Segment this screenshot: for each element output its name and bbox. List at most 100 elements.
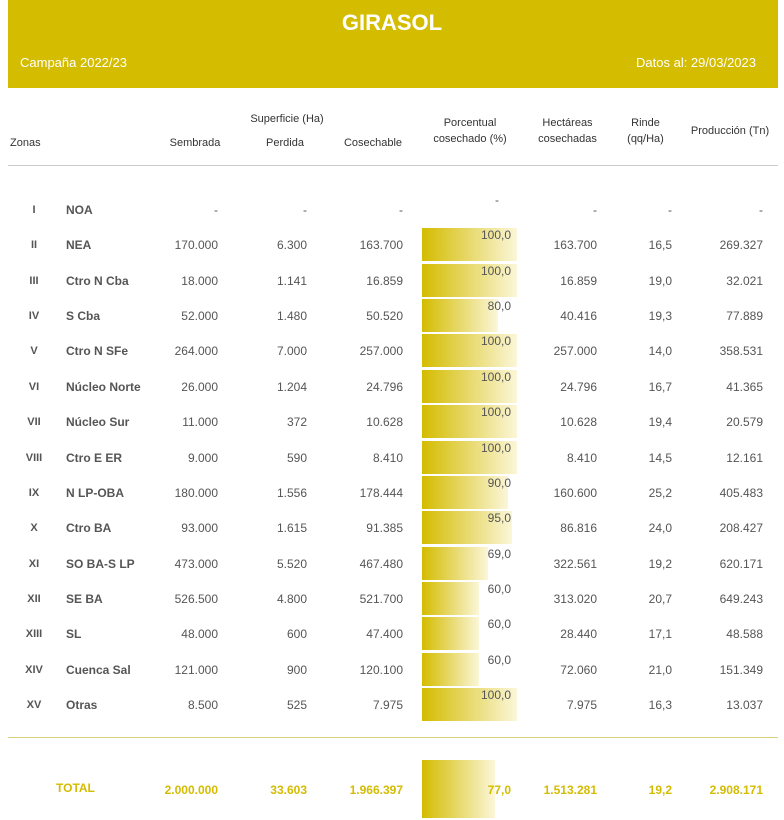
zone-number: XIV bbox=[25, 663, 43, 676]
header-band bbox=[8, 0, 778, 88]
cell: 8.410 bbox=[566, 450, 597, 465]
zone-name: Núcleo Norte bbox=[66, 379, 141, 394]
cell: 20.579 bbox=[726, 415, 763, 430]
zone-name: Ctro N SFe bbox=[66, 344, 129, 359]
zone-number: II bbox=[30, 239, 38, 252]
cell: 19,0 bbox=[648, 273, 672, 288]
zone-name: SE BA bbox=[66, 591, 103, 606]
zone-number: VI bbox=[28, 380, 40, 393]
column-header: Porcentual cosechado (%) bbox=[433, 117, 507, 145]
cell: 1.204 bbox=[276, 379, 307, 394]
zone-number: VIII bbox=[25, 451, 43, 464]
pct-bar bbox=[422, 617, 479, 651]
pct-label: 69,0 bbox=[487, 546, 511, 561]
cell: - bbox=[399, 203, 403, 217]
zone-number: I bbox=[32, 204, 36, 216]
pct-bar bbox=[422, 546, 488, 580]
zone-number: XV bbox=[26, 699, 42, 712]
zone-number: X bbox=[30, 522, 38, 535]
title: GIRASOL bbox=[341, 10, 443, 35]
cell: 10.628 bbox=[366, 415, 403, 430]
cell: 7.975 bbox=[372, 698, 403, 713]
cell: 1.480 bbox=[276, 309, 307, 324]
cell: 24.796 bbox=[366, 379, 403, 394]
total-pct-label: 77,0 bbox=[487, 783, 511, 797]
zone-name: Otras bbox=[66, 698, 98, 713]
cell: 525 bbox=[286, 698, 307, 713]
cell: 48.588 bbox=[726, 627, 763, 642]
cell: 40.416 bbox=[560, 309, 597, 324]
zone-name: SL bbox=[66, 627, 82, 642]
cell: 25,2 bbox=[648, 485, 672, 500]
pct-bar bbox=[422, 263, 517, 297]
cell: 16,7 bbox=[648, 379, 672, 394]
cell: 18.000 bbox=[181, 273, 218, 288]
cell: 1.556 bbox=[276, 485, 307, 500]
cell: 473.000 bbox=[174, 556, 218, 571]
pct-label: 60,0 bbox=[487, 581, 511, 596]
zone-name: N LP-OBA bbox=[66, 485, 124, 500]
cell: 93.000 bbox=[181, 521, 218, 536]
cell: 16,3 bbox=[648, 698, 672, 713]
zone-name: NEA bbox=[66, 238, 92, 253]
pct-bar bbox=[422, 688, 517, 722]
column-header: Rinde (qq/Ha) bbox=[627, 117, 664, 145]
cell: 257.000 bbox=[553, 344, 597, 359]
zone-name: Ctro BA bbox=[66, 521, 112, 536]
cell: 52.000 bbox=[181, 309, 218, 324]
pct-label: 90,0 bbox=[487, 475, 511, 490]
zone-number: XI bbox=[28, 557, 40, 570]
pct-bar bbox=[422, 581, 479, 615]
cell: - bbox=[759, 203, 763, 217]
pct-bar bbox=[422, 405, 517, 439]
cell: 208.427 bbox=[719, 521, 763, 536]
zone-number: V bbox=[30, 345, 38, 358]
cell: 17,1 bbox=[648, 627, 672, 642]
pct-label: 100,0 bbox=[480, 228, 511, 243]
cell: 9.000 bbox=[187, 450, 218, 465]
pct-label: 100,0 bbox=[480, 440, 511, 455]
cell: 269.327 bbox=[719, 238, 763, 253]
cell: 178.444 bbox=[359, 485, 403, 500]
cell: 160.600 bbox=[553, 485, 597, 500]
zone-name: Ctro N Cba bbox=[66, 273, 129, 288]
cell: 7.975 bbox=[566, 698, 597, 713]
total-cell: 2.908.171 bbox=[709, 783, 763, 797]
cell: 32.021 bbox=[726, 273, 763, 288]
cell: 77.889 bbox=[726, 309, 763, 324]
zone-name: NOA bbox=[66, 203, 93, 217]
cell: 163.700 bbox=[553, 238, 597, 253]
cell: 600 bbox=[286, 627, 307, 642]
zone-name: SO BA-S LP bbox=[66, 556, 135, 571]
pct-label: 100,0 bbox=[480, 263, 511, 278]
pct-bar bbox=[422, 652, 479, 686]
cell: 26.000 bbox=[181, 379, 218, 394]
pct-label: 80,0 bbox=[487, 299, 511, 314]
pct-bar bbox=[422, 369, 517, 403]
cell: 86.816 bbox=[560, 521, 597, 536]
date: Datos al: 29/03/2023 bbox=[636, 55, 756, 70]
cell: 257.000 bbox=[359, 344, 403, 359]
zone-name: Núcleo Sur bbox=[66, 415, 130, 430]
campaign: Campaña 2022/23 bbox=[20, 55, 127, 70]
total-cell: 33.603 bbox=[270, 783, 307, 797]
zone-number: XII bbox=[27, 592, 41, 605]
cell: 72.060 bbox=[560, 662, 597, 677]
total-cell: 2.000.000 bbox=[164, 783, 218, 797]
cell: 19,4 bbox=[648, 415, 672, 430]
cell: 21,0 bbox=[648, 662, 672, 677]
cell: - bbox=[214, 203, 218, 217]
cell: 19,2 bbox=[648, 556, 672, 571]
column-header: Zonas bbox=[10, 137, 41, 149]
cell: 24,0 bbox=[648, 521, 672, 536]
pct-label: 100,0 bbox=[480, 405, 511, 420]
cell: 48.000 bbox=[181, 627, 218, 642]
cell: 120.100 bbox=[359, 662, 403, 677]
cell: 47.400 bbox=[366, 627, 403, 642]
cell: 10.628 bbox=[560, 415, 597, 430]
cell: 41.365 bbox=[726, 379, 763, 394]
zone-number: VII bbox=[27, 416, 41, 429]
pct-bar bbox=[422, 440, 517, 474]
cell: 590 bbox=[286, 450, 307, 465]
